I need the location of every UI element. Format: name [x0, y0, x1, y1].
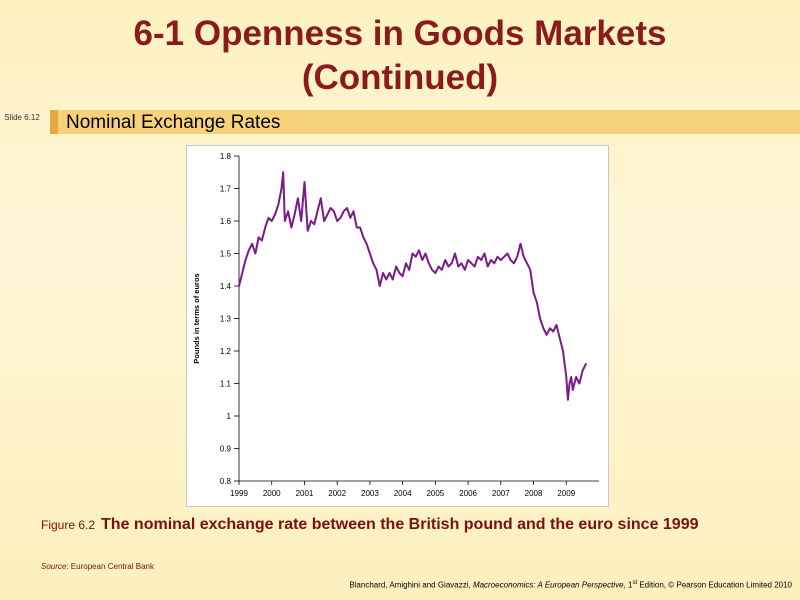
figure-caption-text: The nominal exchange rate between the Br… — [101, 516, 699, 533]
y-tick-label: 1 — [227, 412, 232, 421]
source-text: : European Central Bank — [66, 562, 154, 571]
figure-label: Figure 6.2 — [41, 518, 96, 532]
x-axis-ticks: 1999 2000 2001 2002 2003 2004 2005 2006 2007 2008… — [230, 481, 576, 498]
credit-book-title: Macroeconomics: A European Perspective — [472, 580, 624, 590]
exchange-rate-chart: 0.8 0.9 1 1.1 1.2 1.3 1.4 1.5 1.6 1.7 1.8 1999 2000… — [192, 152, 599, 498]
slide-subtitle: Nominal Exchange Rates — [66, 112, 281, 133]
y-axis-ticks: 0.8 0.9 1 1.1 1.2 1.3 1.4 1.5 1.6 1.7 1.8 — [220, 152, 239, 486]
y-tick-label: 1.1 — [220, 380, 232, 389]
x-tick-label: 2008 — [525, 489, 543, 498]
x-tick-label: 2003 — [361, 489, 379, 498]
chart-axes — [238, 156, 599, 482]
x-tick-label: 2009 — [557, 489, 575, 498]
slide-title: 6-1 Openness in Goods Markets (Continued… — [0, 12, 800, 100]
source-label: Source — [41, 562, 67, 571]
copyright-credit: Blanchard, Amighini and Giavazzi, Macroe… — [349, 578, 792, 591]
plot-area — [238, 171, 587, 401]
slide-title-line-1: 6-1 Openness in Goods Markets — [133, 14, 667, 53]
exchange-rate-line — [238, 171, 587, 401]
x-tick-label: 2004 — [394, 489, 412, 498]
x-tick-label: 2006 — [459, 489, 477, 498]
x-tick-label: 2002 — [328, 489, 346, 498]
slide-title-line-2: (Continued) — [301, 58, 499, 97]
credit-publisher: Edition, © Pearson Education Limited 201… — [637, 580, 792, 590]
y-tick-label: 1.2 — [220, 347, 232, 356]
y-tick-label: 1.7 — [220, 185, 232, 194]
y-tick-label: 1.5 — [220, 250, 232, 259]
x-tick-label: 2007 — [492, 489, 510, 498]
x-tick-label: 2000 — [263, 489, 281, 498]
figure-caption: Figure 6.2 The nominal exchange rate betw… — [41, 514, 761, 536]
y-axis-label: Pounds in terms of euros — [192, 273, 201, 363]
credit-authors: Blanchard, Amighini and Giavazzi, — [349, 580, 473, 590]
slide-number-label: Slide 6.12 — [4, 113, 40, 122]
x-tick-label: 2005 — [426, 489, 444, 498]
y-tick-label: 1.6 — [220, 217, 232, 226]
y-tick-label: 0.8 — [220, 477, 232, 486]
x-tick-label: 2001 — [296, 489, 314, 498]
subtitle-bar — [50, 110, 800, 134]
credit-edition: , 1 — [623, 580, 633, 590]
y-tick-label: 1.4 — [220, 282, 232, 291]
chart-panel: 0.8 0.9 1 1.1 1.2 1.3 1.4 1.5 1.6 1.7 1.8 1999 2000… — [186, 145, 609, 507]
y-tick-label: 1.3 — [220, 315, 232, 324]
figure-source: Source: European Central Bank — [41, 562, 154, 572]
y-tick-label: 1.8 — [220, 152, 232, 161]
x-tick-label: 1999 — [230, 489, 248, 498]
credit-edition-suffix: st — [632, 580, 638, 586]
y-tick-label: 0.9 — [220, 445, 232, 454]
